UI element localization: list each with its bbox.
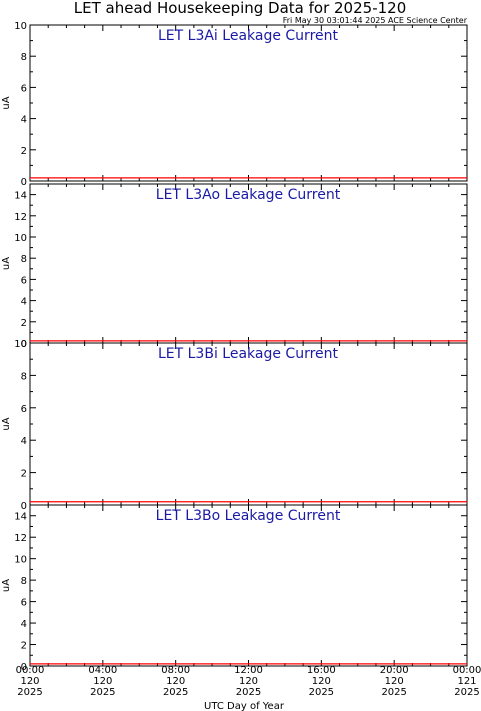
- x-tick-day-label: 121: [457, 676, 476, 687]
- y-tick-label: 6: [21, 598, 27, 609]
- x-tick-time-label: 08:00: [161, 665, 190, 676]
- x-tick-year-label: 2025: [236, 687, 261, 698]
- x-axis-title: UTC Day of Year: [204, 701, 285, 711]
- x-tick-time-label: 20:00: [380, 665, 409, 676]
- y-tick-label: 4: [21, 297, 27, 308]
- panel-frame: [29, 342, 468, 506]
- panel-3: 0 2 4 6 8 10 uA LET L3Bi Leakage Current: [1, 339, 468, 512]
- y-tick-label: 8: [21, 576, 27, 587]
- x-tick-day-label: 120: [166, 676, 185, 687]
- panel-frame: [29, 504, 468, 667]
- x-tick-day-label: 120: [385, 676, 404, 687]
- y-tick-label: 14: [14, 512, 27, 523]
- x-tick-day-label: 120: [20, 676, 39, 687]
- x-tick-day-label: 120: [93, 676, 112, 687]
- panel-2: 0 2 4 6 8 10 12 14 uA LET L3Ao Leakage Current: [1, 183, 468, 350]
- panel-1: 0 2 4 6 8 10 uA LET L3Ai Leakage Current: [1, 21, 468, 188]
- y-tick-label: 10: [14, 339, 27, 350]
- y-tick-label: 2: [21, 146, 27, 157]
- y-tick-label: 8: [21, 254, 27, 265]
- y-tick-label: 10: [14, 21, 27, 32]
- x-tick-year-label: 2025: [381, 687, 406, 698]
- y-tick-label: 12: [14, 533, 27, 544]
- y-tick-label: 10: [14, 555, 27, 566]
- y-tick-label: 0: [21, 339, 27, 350]
- y-tick-label: 14: [14, 191, 27, 202]
- y-tick-label: 0: [21, 662, 27, 673]
- y-tick-label: 8: [21, 371, 27, 382]
- y-tick-label: 10: [14, 233, 27, 244]
- y-axis-title: uA: [1, 96, 12, 109]
- y-tick-label: 12: [14, 212, 27, 223]
- y-tick-label: 6: [21, 83, 27, 94]
- x-tick-time-label: 00:00: [453, 665, 481, 676]
- panel-frame: [29, 24, 468, 182]
- y-axis-title: uA: [1, 417, 12, 430]
- x-tick-time-label: 00:00: [16, 665, 45, 676]
- y-tick-label: 6: [21, 404, 27, 415]
- y-tick-label: 8: [21, 52, 27, 63]
- panel-4: 0 2 4 6 8 10 12 14 uA LET L3Bo Leakage Current: [1, 504, 468, 673]
- x-tick-year-label: 2025: [90, 687, 115, 698]
- panel-title: LET L3Ao Leakage Current: [156, 187, 341, 203]
- x-tick-day-label: 120: [239, 676, 258, 687]
- panel-title: LET L3Bi Leakage Current: [158, 346, 339, 362]
- x-tick-time-label: 04:00: [88, 665, 117, 676]
- x-tick-time-label: 16:00: [307, 665, 336, 676]
- figure-title: LET ahead Housekeeping Data for 2025-120: [74, 0, 406, 17]
- timestamp-label: Fri May 30 03:01:44 2025 ACE Science Cen…: [283, 16, 468, 25]
- panel-title: LET L3Ai Leakage Current: [158, 28, 339, 44]
- x-tick-year-label: 2025: [163, 687, 188, 698]
- y-tick-label: 4: [21, 436, 27, 447]
- y-axis-title: uA: [1, 579, 12, 592]
- x-axis-labels: 00:00120202504:00120202508:00120202512:0…: [16, 665, 481, 698]
- x-tick-year-label: 2025: [309, 687, 334, 698]
- y-tick-label: 4: [21, 115, 27, 126]
- y-tick-label: 2: [21, 318, 27, 329]
- y-tick-label: 2: [21, 641, 27, 652]
- panel-title: LET L3Bo Leakage Current: [156, 508, 341, 524]
- y-tick-label: 0: [21, 177, 27, 188]
- y-tick-label: 6: [21, 275, 27, 286]
- plot-panels: 0 2 4 6 8 10 uA LET L3Ai Leakage Current 0 2 4 6 8 10…: [1, 21, 468, 673]
- panel-frame: [29, 183, 468, 344]
- x-tick-year-label: 2025: [17, 687, 42, 698]
- y-tick-label: 2: [21, 469, 27, 480]
- y-axis-title: uA: [1, 257, 12, 270]
- y-tick-label: 4: [21, 619, 27, 630]
- x-tick-day-label: 120: [312, 676, 331, 687]
- x-tick-year-label: 2025: [454, 687, 479, 698]
- x-tick-time-label: 12:00: [234, 665, 263, 676]
- y-tick-label: 0: [21, 501, 27, 512]
